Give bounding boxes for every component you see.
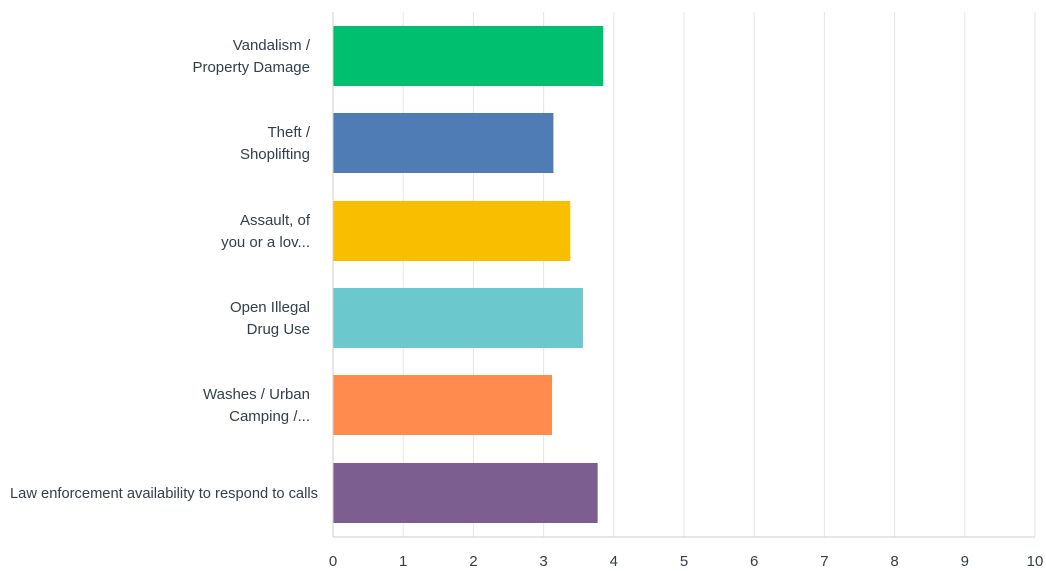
x-tick-labels: 0 1 2 3 4 5 6 7 8 9 10 (329, 553, 1044, 570)
x-tick-label-10: 10 (1027, 553, 1044, 570)
bar-4[interactable] (333, 375, 553, 435)
category-label-4-line-1: Camping /... (229, 408, 310, 425)
x-tick-label-6: 6 (750, 553, 758, 570)
x-tick-label-8: 8 (890, 553, 898, 570)
category-labels: Vandalism / Property Damage Theft / Shoplif… (10, 37, 318, 502)
axes (332, 12, 1035, 538)
category-label-3-line-1: Drug Use (247, 321, 310, 338)
bar-1[interactable] (333, 113, 554, 173)
x-tick-label-2: 2 (469, 553, 477, 570)
category-label-2-line-0: Assault, of (240, 212, 311, 229)
category-label-1-line-0: Theft / (267, 124, 310, 141)
category-label-0-line-1: Property Damage (192, 59, 310, 76)
gridlines (402, 12, 1036, 537)
x-tick-label-3: 3 (539, 553, 547, 570)
category-label-1-line-1: Shoplifting (240, 146, 310, 163)
x-tick-label-0: 0 (329, 553, 337, 570)
category-label-5-line-0: Law enforcement availability to respond … (10, 485, 318, 502)
category-label-3-line-0: Open Illegal (230, 299, 310, 316)
bars (333, 26, 604, 523)
bar-5[interactable] (333, 463, 598, 523)
x-tick-label-9: 9 (961, 553, 969, 570)
category-label-2-line-1: you or a lov... (221, 234, 310, 251)
x-tick-label-4: 4 (610, 553, 618, 570)
category-label-4-line-0: Washes / Urban (203, 386, 310, 403)
category-label-0-line-0: Vandalism / (233, 37, 311, 54)
x-tick-label-7: 7 (820, 553, 828, 570)
x-tick-label-5: 5 (680, 553, 688, 570)
bar-0[interactable] (333, 26, 604, 86)
bar-3[interactable] (333, 288, 583, 348)
bar-2[interactable] (333, 201, 571, 261)
x-tick-label-1: 1 (399, 553, 407, 570)
